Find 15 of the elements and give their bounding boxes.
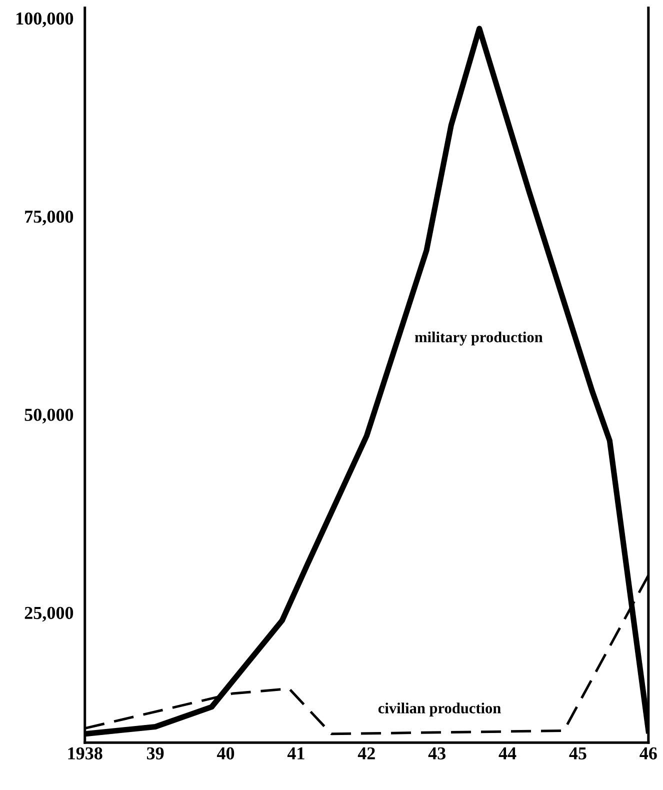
x-tick-label: 42	[358, 747, 375, 760]
series-label: military production	[414, 332, 543, 346]
x-tick-label: 1938	[68, 747, 102, 760]
x-tick-label: 44	[498, 747, 516, 760]
y-tick-label: 100,000	[16, 12, 74, 28]
x-tick-label: 41	[287, 747, 304, 760]
x-tick-label: 40	[216, 747, 234, 760]
x-tick-label: 43	[428, 747, 446, 760]
y-tick-label: 25,000	[24, 606, 74, 622]
y-tick-label: 75,000	[25, 210, 74, 226]
x-tick-label: 45	[569, 747, 586, 760]
series-label: civilian production	[378, 702, 501, 716]
y-tick-label: 50,000	[24, 408, 74, 424]
x-tick-label: 46	[640, 747, 657, 760]
x-tick-label: 39	[146, 747, 164, 760]
